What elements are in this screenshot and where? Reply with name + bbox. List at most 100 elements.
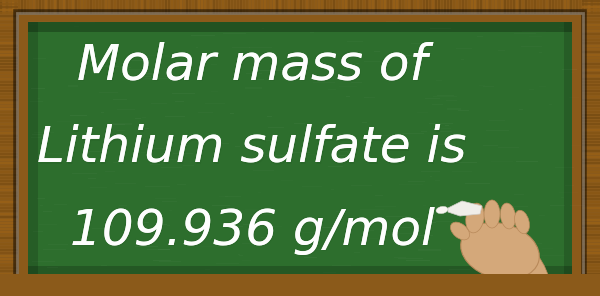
Bar bbox=[582, 111, 600, 113]
Bar bbox=[318, 282, 320, 296]
Bar bbox=[198, 0, 200, 14]
Bar bbox=[365, 230, 374, 231]
Bar bbox=[172, 93, 195, 94]
Bar bbox=[146, 74, 158, 75]
Bar bbox=[0, 162, 18, 164]
Bar bbox=[479, 211, 500, 212]
Bar bbox=[405, 0, 407, 14]
Bar bbox=[543, 282, 545, 296]
Bar bbox=[381, 0, 383, 14]
Bar bbox=[228, 0, 230, 14]
Bar bbox=[312, 0, 314, 14]
Bar bbox=[0, 252, 18, 254]
Bar bbox=[498, 50, 505, 51]
Bar bbox=[264, 282, 266, 296]
Bar bbox=[525, 282, 527, 296]
Bar bbox=[468, 282, 470, 296]
Bar bbox=[366, 0, 368, 14]
Bar bbox=[514, 194, 524, 195]
Bar bbox=[501, 282, 503, 296]
Bar bbox=[421, 171, 440, 172]
Bar bbox=[219, 196, 228, 197]
Bar bbox=[0, 48, 18, 50]
Bar bbox=[406, 260, 430, 261]
Bar bbox=[413, 218, 419, 219]
Bar bbox=[243, 282, 245, 296]
Bar bbox=[582, 99, 600, 101]
Bar bbox=[462, 282, 464, 296]
Bar bbox=[285, 0, 287, 14]
Bar bbox=[0, 291, 18, 293]
Bar bbox=[559, 27, 563, 28]
Bar bbox=[585, 282, 587, 296]
Bar bbox=[400, 227, 410, 228]
Bar bbox=[484, 86, 494, 87]
Bar bbox=[9, 0, 11, 14]
Bar bbox=[373, 217, 380, 218]
Bar bbox=[411, 0, 413, 14]
Bar bbox=[0, 138, 18, 140]
Bar bbox=[276, 282, 278, 296]
Bar bbox=[507, 282, 509, 296]
Bar bbox=[75, 282, 77, 296]
Ellipse shape bbox=[500, 203, 515, 229]
Bar bbox=[210, 282, 212, 296]
Bar bbox=[582, 105, 600, 107]
Bar bbox=[582, 231, 600, 233]
Bar bbox=[0, 72, 18, 74]
Bar bbox=[112, 245, 118, 246]
Bar bbox=[168, 282, 170, 296]
Bar bbox=[468, 0, 470, 14]
Bar bbox=[139, 73, 152, 74]
Bar bbox=[90, 282, 92, 296]
Bar bbox=[582, 138, 600, 140]
Bar bbox=[361, 238, 383, 239]
Bar bbox=[429, 0, 431, 14]
Bar bbox=[213, 282, 215, 296]
Bar bbox=[88, 178, 97, 179]
Bar bbox=[582, 234, 600, 236]
Bar bbox=[0, 180, 18, 182]
Bar bbox=[221, 241, 224, 242]
Bar bbox=[582, 108, 600, 110]
Bar bbox=[32, 134, 41, 135]
Bar bbox=[0, 288, 18, 290]
Bar bbox=[582, 69, 600, 71]
Bar bbox=[309, 0, 311, 14]
Bar bbox=[0, 228, 18, 230]
Bar bbox=[0, 99, 18, 101]
Bar bbox=[240, 0, 242, 14]
Bar bbox=[222, 282, 224, 296]
Bar bbox=[519, 0, 521, 14]
Bar bbox=[396, 282, 398, 296]
Bar bbox=[231, 67, 242, 68]
Bar bbox=[151, 103, 167, 104]
Bar bbox=[516, 0, 518, 14]
Bar bbox=[542, 248, 553, 249]
Bar bbox=[582, 117, 600, 119]
Bar bbox=[324, 0, 326, 14]
Bar bbox=[531, 282, 533, 296]
Bar bbox=[244, 224, 249, 225]
Bar bbox=[445, 125, 449, 126]
Bar bbox=[28, 266, 572, 274]
Bar bbox=[582, 9, 600, 11]
Bar bbox=[330, 0, 332, 14]
Bar bbox=[0, 36, 18, 38]
Bar bbox=[387, 282, 389, 296]
Bar bbox=[0, 96, 18, 98]
Bar bbox=[582, 222, 600, 224]
Bar bbox=[89, 61, 112, 62]
Bar bbox=[210, 0, 212, 14]
Bar bbox=[470, 238, 487, 239]
Bar bbox=[234, 282, 236, 296]
Bar bbox=[336, 0, 338, 14]
Bar bbox=[435, 282, 437, 296]
Bar bbox=[150, 164, 160, 165]
Bar bbox=[582, 120, 600, 122]
Bar bbox=[339, 155, 353, 156]
Bar bbox=[207, 282, 209, 296]
Bar bbox=[0, 21, 18, 23]
Bar bbox=[0, 54, 18, 56]
Bar bbox=[501, 0, 503, 14]
